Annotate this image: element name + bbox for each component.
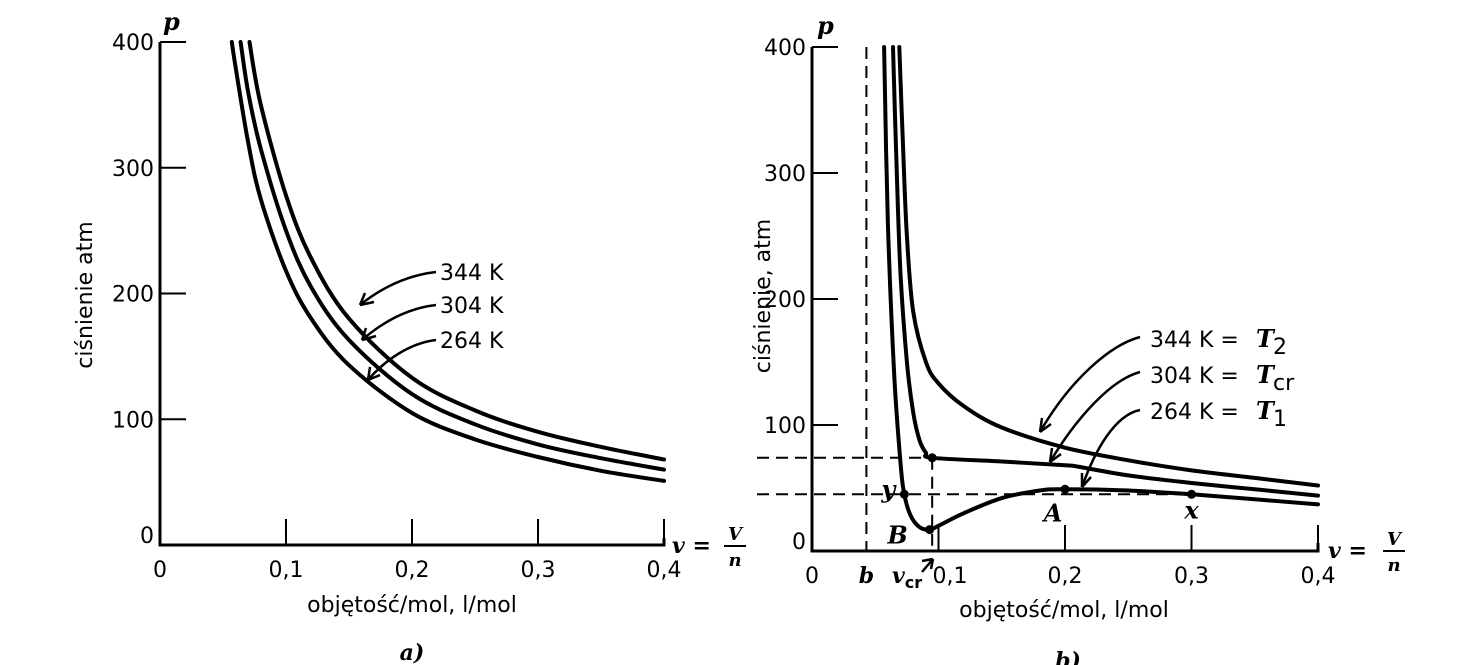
panel-a-y-symbol: p bbox=[163, 7, 180, 36]
panel-b-reference-lines bbox=[757, 47, 1192, 551]
y-tick-label: 300 bbox=[764, 162, 806, 187]
annotation-t1-symbol: T bbox=[1256, 396, 1276, 425]
panel-b-x-symbol: v = V n bbox=[1328, 529, 1405, 576]
panel-a-y-label: ciśnienie atm bbox=[73, 221, 98, 368]
arrowhead-tcr bbox=[1048, 447, 1062, 464]
point-y bbox=[899, 489, 909, 499]
arrow-tcr bbox=[1048, 370, 1141, 463]
panel-a-x-symbol: v = V n bbox=[672, 524, 746, 571]
arrowhead-t1 bbox=[1080, 473, 1092, 488]
panel-a-x-ticks: 0 0,1 0,2 0,3 0,4 bbox=[153, 519, 682, 583]
annotation-t1: 264 K = T 1 bbox=[1150, 396, 1287, 432]
annotation-t2-text: 344 K = bbox=[1150, 328, 1239, 353]
arrowhead-344k bbox=[358, 292, 375, 307]
annotation-t1-text: 264 K = bbox=[1150, 400, 1239, 425]
panel-b-x-symbol-V: V bbox=[1387, 529, 1403, 550]
panel-b-x-ticks: 0 b vcr 0,1 0,2 0,3 0,4 bbox=[805, 525, 1336, 592]
panel-b-y-label: ciśnienie, atm bbox=[751, 219, 776, 373]
annotation-t2-subscript: 2 bbox=[1273, 335, 1287, 360]
x-tick-label: 0,2 bbox=[1048, 564, 1083, 589]
annotation-304k: 304 K bbox=[440, 294, 504, 319]
arrow-304k bbox=[361, 303, 437, 341]
series-line-304k bbox=[891, 45, 1320, 498]
annotation-tcr: 304 K = T cr bbox=[1150, 360, 1295, 396]
annotation-tcr-text: 304 K = bbox=[1150, 364, 1239, 389]
y-tick-label: 100 bbox=[112, 408, 154, 433]
x-tick-label-vcr: vcr bbox=[892, 563, 922, 592]
annotation-344k: 344 K bbox=[440, 261, 504, 286]
series-line-304k bbox=[238, 40, 666, 472]
x-tick-label: 0,3 bbox=[521, 558, 556, 583]
panel-b-annotations: 344 K = T 2 304 K = T cr 264 K = T 1 bbox=[921, 324, 1295, 573]
point-label-B: B bbox=[886, 521, 907, 550]
annotation-tcr-subscript: cr bbox=[1273, 371, 1295, 396]
annotation-t1-subscript: 1 bbox=[1273, 407, 1287, 432]
series-line-344k bbox=[247, 40, 666, 462]
panel-b: p 0 100 200 300 400 0 b vcr 0,1 0,2 0,3 0,4 yB A x c… bbox=[751, 11, 1405, 665]
panel-b-x-symbol-n: n bbox=[1387, 555, 1400, 576]
point-label-y: y bbox=[880, 474, 897, 503]
panel-a: p 0 100 200 300 400 0 0,1 0,2 0,3 0,4 ciśnienie … bbox=[73, 7, 746, 665]
y-tick-label: 400 bbox=[764, 36, 806, 61]
panel-a-x-symbol-V: V bbox=[728, 524, 744, 545]
annotation-264k: 264 K bbox=[440, 329, 504, 354]
x-tick-label: 0,4 bbox=[647, 558, 682, 583]
y-tick-label: 0 bbox=[140, 524, 154, 549]
panel-a-x-symbol-v: v = bbox=[672, 533, 711, 559]
point-label-x: x bbox=[1183, 495, 1199, 524]
x-tick-label: 0 bbox=[153, 558, 167, 583]
panel-a-curves bbox=[229, 40, 666, 483]
panel-a-y-ticks: 0 100 200 300 400 bbox=[112, 31, 186, 549]
arrowhead-264k bbox=[366, 366, 381, 382]
point-x bbox=[1187, 489, 1196, 499]
annotation-t2-symbol: T bbox=[1256, 324, 1276, 353]
panel-b-curves bbox=[882, 45, 1320, 532]
arrow-264k bbox=[367, 338, 437, 381]
panel-b-y-ticks: 0 100 200 300 400 bbox=[764, 36, 838, 555]
x-tick-label: 0,1 bbox=[269, 558, 304, 583]
arrow-vcr bbox=[921, 557, 935, 573]
panel-a-x-symbol-n: n bbox=[728, 550, 741, 571]
panel-a-x-label: objętość/mol, l/mol bbox=[307, 593, 517, 618]
panel-b-points: yB A x bbox=[880, 453, 1199, 550]
x-tick-label: 0,4 bbox=[1301, 564, 1336, 589]
point-label-A: A bbox=[1042, 498, 1063, 527]
y-tick-label: 400 bbox=[112, 31, 154, 56]
panel-a-caption: a) bbox=[400, 640, 425, 665]
annotation-t2: 344 K = T 2 bbox=[1150, 324, 1287, 360]
x-tick-label: 0,3 bbox=[1174, 564, 1209, 589]
x-tick-label: 0,2 bbox=[395, 558, 430, 583]
arrow-t2 bbox=[1038, 335, 1141, 433]
x-tick-label-b: b bbox=[859, 563, 874, 589]
panel-b-y-symbol: p bbox=[817, 11, 834, 40]
panel-b-x-label: objętość/mol, l/mol bbox=[959, 598, 1169, 623]
point-critical bbox=[927, 453, 937, 463]
panel-b-x-symbol-v: v = bbox=[1328, 538, 1367, 564]
y-tick-label: 0 bbox=[792, 530, 806, 555]
point-B bbox=[925, 525, 935, 535]
arrowhead-304k bbox=[360, 327, 377, 342]
y-tick-label: 100 bbox=[764, 414, 806, 439]
y-tick-label: 300 bbox=[112, 157, 154, 182]
y-tick-label: 200 bbox=[764, 288, 806, 313]
series-line-264k bbox=[229, 40, 666, 483]
series-line-344k bbox=[897, 45, 1320, 488]
panel-b-caption: b) bbox=[1055, 648, 1081, 665]
point-A bbox=[1060, 484, 1070, 494]
x-tick-label: 0 bbox=[805, 564, 819, 589]
panel-a-annotations: 344 K 304 K 264 K bbox=[358, 261, 504, 382]
arrowhead-t2 bbox=[1038, 417, 1052, 434]
annotation-tcr-symbol: T bbox=[1256, 360, 1276, 389]
arrow-t1 bbox=[1080, 408, 1141, 488]
arrow-344k bbox=[359, 270, 437, 306]
y-tick-label: 200 bbox=[112, 283, 154, 308]
x-tick-label: 0,1 bbox=[933, 564, 968, 589]
